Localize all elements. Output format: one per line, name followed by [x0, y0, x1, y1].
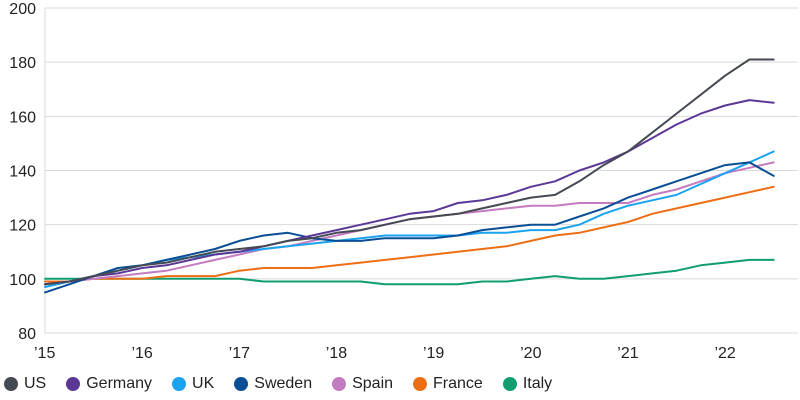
legend-item-germany: Germany	[66, 375, 152, 393]
series-lines	[44, 58, 775, 294]
y-tick-label: 140	[9, 164, 36, 181]
legend-swatch	[4, 377, 18, 391]
legend-item-italy: Italy	[502, 375, 553, 393]
legend-swatch	[413, 377, 428, 391]
legend-label: Spain	[352, 375, 394, 392]
series-line-germany	[44, 99, 775, 286]
legend-swatch	[502, 377, 517, 391]
x-tick-label: ’22	[714, 345, 735, 362]
series-line-france	[44, 185, 775, 283]
legend-item-uk: UK	[172, 375, 214, 393]
legend-swatch	[172, 377, 187, 391]
legend-label: France	[433, 375, 483, 392]
legend-label: Sweden	[254, 375, 313, 392]
y-axis-ticks: 80 100 120 140 160 180 200	[9, 1, 36, 343]
legend-label: US	[24, 375, 47, 392]
legend-item-sweden: Sweden	[234, 375, 312, 393]
y-tick-label: 120	[9, 218, 36, 235]
y-tick-label: 200	[9, 1, 36, 18]
x-tick-label: ’18	[326, 345, 347, 362]
legend-swatch	[234, 377, 249, 391]
x-tick-label: ’20	[520, 345, 541, 362]
legend-item-spain: Spain	[332, 375, 393, 393]
x-axis-ticks: ’15 ’16 ’17 ’18 ’19 ’20 ’21 ’22	[34, 345, 736, 362]
legend-item-france: France	[413, 375, 483, 393]
x-tick-label: ’15	[34, 345, 55, 362]
legend-label: Italy	[522, 375, 553, 392]
legend-label: UK	[192, 375, 215, 392]
legend-swatch	[332, 377, 347, 391]
x-tick-label: ’19	[423, 345, 444, 362]
x-tick-label: ’21	[617, 345, 638, 362]
series-line-sweden	[44, 161, 775, 294]
legend-item-us: US	[4, 375, 46, 393]
y-tick-label: 180	[9, 55, 36, 72]
legend-label: Germany	[86, 375, 153, 392]
legend: US Germany UK Sweden Spain France Italy	[4, 372, 572, 396]
y-tick-label: 160	[9, 109, 36, 126]
series-line-italy	[44, 258, 775, 286]
y-tick-label: 100	[9, 272, 36, 289]
x-tick-label: ’17	[229, 345, 250, 362]
series-line-us	[44, 58, 775, 286]
y-tick-label: 80	[18, 326, 36, 343]
legend-swatch	[66, 377, 81, 391]
x-tick-label: ’16	[131, 345, 152, 362]
